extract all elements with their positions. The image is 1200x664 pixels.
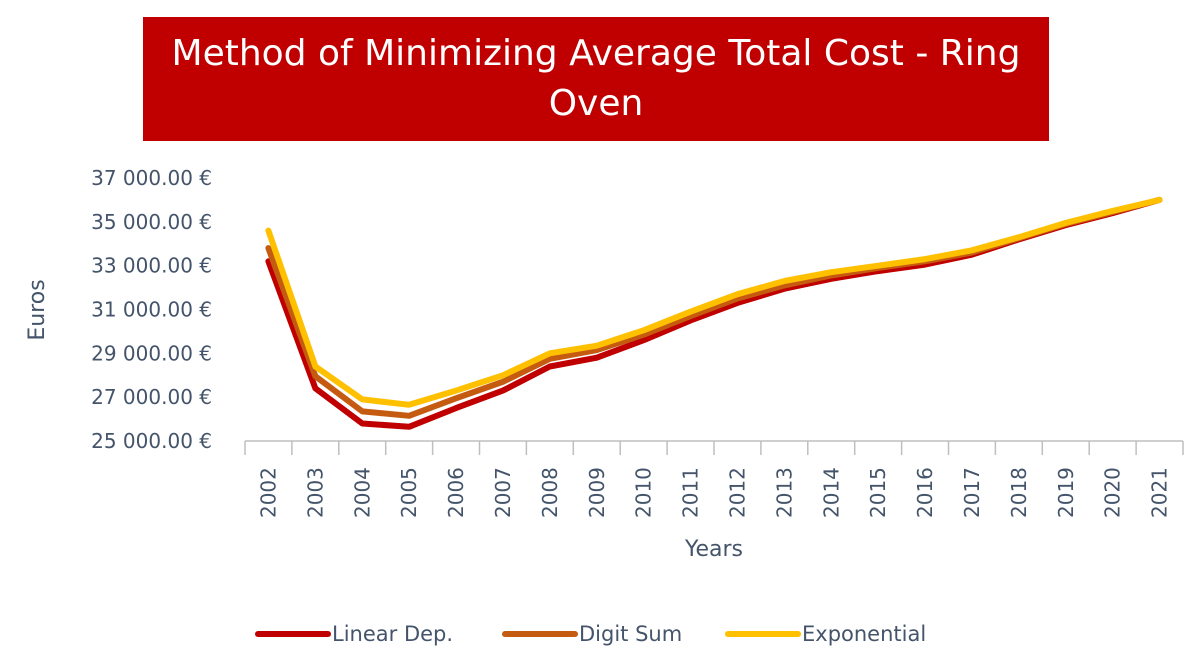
y-tick-label: 37 000.00 €: [91, 166, 212, 190]
x-tick-label: 2021: [1148, 467, 1172, 518]
chart-title: Method of Minimizing Average Total Cost …: [143, 17, 1049, 141]
x-tick-label: 2013: [772, 467, 796, 518]
x-tick-label: 2018: [1007, 467, 1031, 518]
x-tick-label: 2020: [1101, 467, 1125, 518]
series-lines: [265, 196, 1163, 430]
x-tick-label: 2005: [397, 467, 421, 518]
x-tick-label: 2012: [725, 467, 749, 518]
x-tick-label: 2007: [491, 467, 515, 518]
y-axis-title: Euros: [25, 279, 50, 340]
x-axis-title: Years: [684, 537, 743, 562]
y-tick-label: 33 000.00 €: [91, 254, 212, 278]
y-axis-ticks: 37 000.00 € 35 000.00 € 33 000.00 € 31 000.…: [91, 166, 212, 453]
x-tick-label: 2009: [585, 467, 609, 518]
x-tick-label: 2011: [679, 467, 703, 518]
x-tick-label: 2003: [303, 467, 327, 518]
x-tick-label: 2002: [256, 467, 280, 518]
x-tick-label: 2019: [1054, 467, 1078, 518]
y-tick-label: 29 000.00 €: [91, 341, 212, 365]
x-tick-label: 2015: [866, 467, 890, 518]
x-tick-label: 2006: [444, 467, 468, 518]
x-tick-label: 2014: [819, 467, 843, 518]
x-tick-label: 2004: [350, 467, 374, 518]
series-line-3: [265, 196, 1163, 408]
legend-label: Linear Dep.: [332, 622, 453, 646]
x-tick-label: 2016: [913, 467, 937, 518]
y-tick-label: 35 000.00 €: [91, 210, 212, 234]
x-axis: 2002 2003 2004 2005 2006 2007 2008 2009 2010 2011…: [244, 440, 1184, 518]
x-tick-label: 2010: [632, 467, 656, 518]
y-tick-label: 25 000.00 €: [91, 429, 212, 453]
legend-label: Digit Sum: [579, 622, 682, 646]
legend-label: Exponential: [802, 622, 926, 646]
y-tick-label: 27 000.00 €: [91, 385, 212, 409]
x-tick-label: 2017: [960, 467, 984, 518]
x-tick-label: 2008: [538, 467, 562, 518]
y-tick-label: 31 000.00 €: [91, 298, 212, 322]
legend: Linear Dep. Digit Sum Exponential: [255, 622, 926, 646]
